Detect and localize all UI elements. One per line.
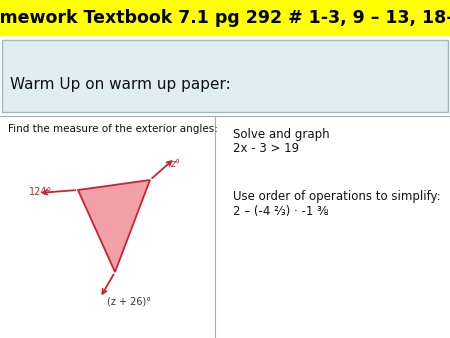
- Text: z°: z°: [170, 159, 180, 169]
- Text: 2 – (-4 ⅔) · -1 ⅜: 2 – (-4 ⅔) · -1 ⅜: [233, 205, 328, 218]
- Text: Homework Textbook 7.1 pg 292 # 1-3, 9 – 13, 18-23: Homework Textbook 7.1 pg 292 # 1-3, 9 – …: [0, 9, 450, 27]
- Text: (z + 26)°: (z + 26)°: [107, 297, 151, 307]
- Text: 124°: 124°: [29, 187, 52, 197]
- Bar: [0, 0, 450, 36]
- Text: Warm Up on warm up paper:: Warm Up on warm up paper:: [10, 77, 231, 92]
- Text: Use order of operations to simplify:: Use order of operations to simplify:: [233, 190, 441, 203]
- Text: 2x - 3 > 19: 2x - 3 > 19: [233, 142, 299, 155]
- Text: Find the measure of the exterior angles:: Find the measure of the exterior angles:: [8, 124, 218, 134]
- Polygon shape: [78, 180, 150, 272]
- Bar: [2, 40, 448, 112]
- Text: Solve and graph: Solve and graph: [233, 128, 329, 141]
